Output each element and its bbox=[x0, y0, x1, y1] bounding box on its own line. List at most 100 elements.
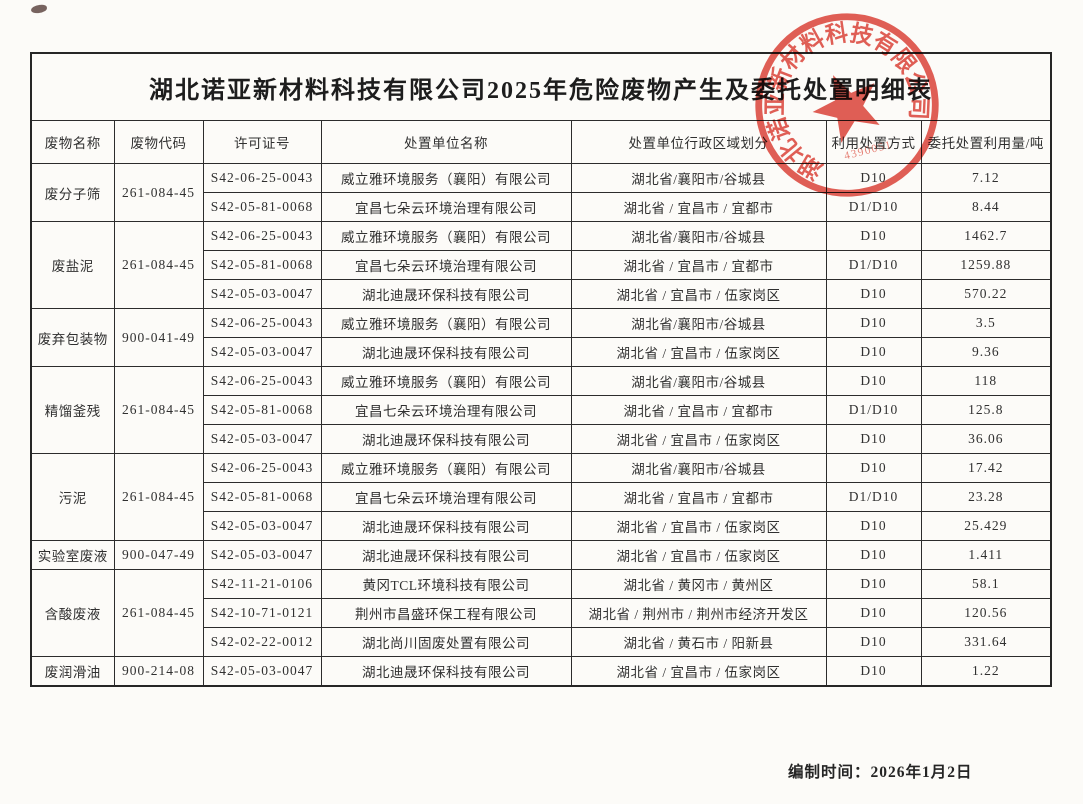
waste-table-body: 废分子筛 261-084-45 S42-06-25-0043 威立雅环境服务（襄阳）有… bbox=[30, 163, 1052, 686]
cell-company: 宜昌七朵云环境治理有限公司 bbox=[320, 395, 572, 425]
cell-waste-name: 实验室废液 bbox=[30, 540, 115, 570]
compile-date-note: 编制时间：2026年1月2日 bbox=[788, 764, 973, 781]
col-header-license: 许可证号 bbox=[202, 120, 322, 164]
table-row: 实验室废液 900-047-49 S42-05-03-0047 湖北迪晟环保科技有限公… bbox=[30, 540, 1052, 570]
cell-region: 湖北省 / 宜昌市 / 宜都市 bbox=[570, 250, 827, 280]
cell-region: 湖北省 / 宜昌市 / 宜都市 bbox=[570, 482, 827, 512]
col-header-waste-code: 废物代码 bbox=[113, 120, 204, 164]
cell-license: S42-06-25-0043 bbox=[202, 366, 322, 396]
table-row: 污泥 261-084-45 S42-06-25-0043 威立雅环境服务（襄阳）有限公… bbox=[30, 453, 1052, 541]
cell-amount: 36.06 bbox=[920, 424, 1052, 454]
cell-company: 黄冈TCL环境科技有限公司 bbox=[320, 569, 572, 599]
cell-company: 威立雅环境服务（襄阳）有限公司 bbox=[320, 221, 572, 251]
cell-amount: 9.36 bbox=[920, 337, 1052, 367]
cell-company: 宜昌七朵云环境治理有限公司 bbox=[320, 482, 572, 512]
cell-company: 湖北尚川固废处置有限公司 bbox=[320, 627, 572, 657]
cell-amount: 1259.88 bbox=[920, 250, 1052, 280]
cell-region: 湖北省/襄阳市/谷城县 bbox=[570, 308, 827, 338]
cell-region: 湖北省 / 宜昌市 / 伍家岗区 bbox=[570, 337, 827, 367]
cell-amount: 8.44 bbox=[920, 192, 1052, 222]
cell-region: 湖北省/襄阳市/谷城县 bbox=[570, 366, 827, 396]
col-header-company: 处置单位名称 bbox=[320, 120, 572, 164]
table-row: 精馏釜残 261-084-45 S42-06-25-0043 威立雅环境服务（襄阳）有… bbox=[30, 366, 1052, 454]
cell-company: 湖北迪晟环保科技有限公司 bbox=[320, 337, 572, 367]
cell-amount: 7.12 bbox=[920, 163, 1052, 193]
cell-region: 湖北省 / 宜昌市 / 伍家岗区 bbox=[570, 540, 827, 570]
cell-company: 威立雅环境服务（襄阳）有限公司 bbox=[320, 163, 572, 193]
cell-license: S42-10-71-0121 bbox=[202, 598, 322, 628]
cell-license: S42-06-25-0043 bbox=[202, 453, 322, 483]
cell-company: 湖北迪晟环保科技有限公司 bbox=[320, 656, 572, 686]
cell-amount: 25.429 bbox=[920, 511, 1052, 541]
cell-method: D10 bbox=[825, 337, 922, 367]
cell-method: D1/D10 bbox=[825, 250, 922, 280]
ink-mark bbox=[30, 4, 48, 14]
table-row: 废润滑油 900-214-08 S42-05-03-0047 湖北迪晟环保科技有限公司… bbox=[30, 656, 1052, 686]
table-header-row: 废物名称 废物代码 许可证号 处置单位名称 处置单位行政区域划分 利用处置方式 … bbox=[30, 120, 1052, 164]
table-row: 废盐泥 261-084-45 S42-06-25-0043 威立雅环境服务（襄阳）有限… bbox=[30, 221, 1052, 309]
table-title-row: 湖北诺亚新材料科技有限公司2025年危险废物产生及委托处置明细表 bbox=[30, 52, 1052, 121]
cell-region: 湖北省 / 黄石市 / 阳新县 bbox=[570, 627, 827, 657]
cell-region: 湖北省 / 宜昌市 / 伍家岗区 bbox=[570, 424, 827, 454]
cell-company: 荆州市昌盛环保工程有限公司 bbox=[320, 598, 572, 628]
cell-waste-code: 900-214-08 bbox=[113, 656, 204, 686]
cell-company: 湖北迪晟环保科技有限公司 bbox=[320, 511, 572, 541]
cell-region: 湖北省 / 宜昌市 / 伍家岗区 bbox=[570, 511, 827, 541]
table-row: S42-05-03-0047 湖北迪晟环保科技有限公司 湖北省 / 宜昌市 / 伍家… bbox=[31, 337, 1052, 367]
cell-license: S42-05-03-0047 bbox=[202, 279, 322, 309]
table-row: 废弃包装物 900-041-49 S42-06-25-0043 威立雅环境服务（襄阳）… bbox=[30, 308, 1052, 367]
cell-license: S42-05-81-0068 bbox=[202, 395, 322, 425]
cell-waste-code: 900-047-49 bbox=[113, 540, 204, 570]
cell-company: 宜昌七朵云环境治理有限公司 bbox=[320, 192, 572, 222]
cell-waste-code: 261-084-45 bbox=[113, 453, 204, 541]
cell-license: S42-05-81-0068 bbox=[202, 482, 322, 512]
cell-region: 湖北省/襄阳市/谷城县 bbox=[570, 453, 827, 483]
cell-method: D10 bbox=[825, 279, 922, 309]
cell-license: S42-02-22-0012 bbox=[202, 627, 322, 657]
cell-license: S42-11-21-0106 bbox=[202, 569, 322, 599]
cell-amount: 570.22 bbox=[920, 279, 1052, 309]
cell-method: D10 bbox=[825, 569, 922, 599]
cell-company: 湖北迪晟环保科技有限公司 bbox=[320, 424, 572, 454]
cell-license: S42-05-03-0047 bbox=[202, 540, 322, 570]
cell-method: D1/D10 bbox=[825, 395, 922, 425]
cell-amount: 1.22 bbox=[920, 656, 1052, 686]
cell-waste-code: 261-084-45 bbox=[113, 569, 204, 657]
cell-waste-code: 900-041-49 bbox=[113, 308, 204, 367]
cell-waste-code: 261-084-45 bbox=[113, 163, 204, 222]
cell-waste-name: 精馏釜残 bbox=[30, 366, 115, 454]
table-row: S42-05-03-0047 湖北迪晟环保科技有限公司 湖北省 / 宜昌市 / 伍家… bbox=[31, 424, 1052, 454]
cell-amount: 17.42 bbox=[920, 453, 1052, 483]
cell-amount: 331.64 bbox=[920, 627, 1052, 657]
cell-waste-name: 废弃包装物 bbox=[30, 308, 115, 367]
cell-region: 湖北省 / 宜昌市 / 伍家岗区 bbox=[570, 279, 827, 309]
cell-waste-name: 废盐泥 bbox=[30, 221, 115, 309]
cell-license: S42-05-03-0047 bbox=[202, 337, 322, 367]
table-row: S42-02-22-0012 湖北尚川固废处置有限公司 湖北省 / 黄石市 / 阳新… bbox=[31, 627, 1052, 657]
cell-amount: 1.411 bbox=[920, 540, 1052, 570]
cell-license: S42-05-81-0068 bbox=[202, 250, 322, 280]
cell-license: S42-06-25-0043 bbox=[202, 163, 322, 193]
table-row: S42-05-03-0047 湖北迪晟环保科技有限公司 湖北省 / 宜昌市 / 伍家… bbox=[31, 279, 1052, 309]
cell-method: D10 bbox=[825, 656, 922, 686]
col-header-waste-name: 废物名称 bbox=[30, 120, 115, 164]
cell-amount: 118 bbox=[920, 366, 1052, 396]
cell-license: S42-05-81-0068 bbox=[202, 192, 322, 222]
cell-company: 湖北迪晟环保科技有限公司 bbox=[320, 540, 572, 570]
cell-license: S42-05-03-0047 bbox=[202, 424, 322, 454]
cell-region: 湖北省/襄阳市/谷城县 bbox=[570, 221, 827, 251]
cell-waste-code: 261-084-45 bbox=[113, 366, 204, 454]
cell-method: D10 bbox=[825, 221, 922, 251]
table-row: S42-05-81-0068 宜昌七朵云环境治理有限公司 湖北省 / 宜昌市 / 宜… bbox=[31, 192, 1052, 222]
cell-amount: 1462.7 bbox=[920, 221, 1052, 251]
cell-method: D10 bbox=[825, 308, 922, 338]
table-row: S42-05-81-0068 宜昌七朵云环境治理有限公司 湖北省 / 宜昌市 / 宜… bbox=[31, 250, 1052, 280]
cell-waste-name: 废润滑油 bbox=[30, 656, 115, 686]
table-row: 废分子筛 261-084-45 S42-06-25-0043 威立雅环境服务（襄阳）有… bbox=[30, 163, 1052, 222]
cell-amount: 125.8 bbox=[920, 395, 1052, 425]
cell-waste-code: 261-084-45 bbox=[113, 221, 204, 309]
cell-method: D10 bbox=[825, 366, 922, 396]
cell-region: 湖北省 / 宜昌市 / 伍家岗区 bbox=[570, 656, 827, 686]
cell-region: 湖北省 / 荆州市 / 荆州市经济开发区 bbox=[570, 598, 827, 628]
cell-waste-name: 污泥 bbox=[30, 453, 115, 541]
